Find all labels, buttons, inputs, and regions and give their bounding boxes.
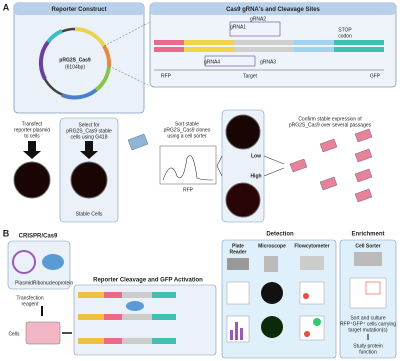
constructs xyxy=(78,292,176,344)
instrument: Plate xyxy=(232,243,244,249)
instrument: Microscope xyxy=(258,243,286,249)
sort-gate xyxy=(365,281,381,295)
grna-label: gRNA4 xyxy=(204,59,220,65)
step-text: pRG2S_Cas9 over several passages xyxy=(289,122,372,128)
instrument: Cell Sorter xyxy=(355,243,380,249)
study-text: Study protein xyxy=(353,343,383,349)
plasmid-map xyxy=(38,27,112,100)
stop-codon: STOP xyxy=(338,27,352,33)
dish xyxy=(70,161,108,199)
rfp-label: RFP xyxy=(161,73,172,79)
stop-codon: codon xyxy=(338,33,352,39)
plate xyxy=(25,321,61,345)
plasmid-label: Plasmid xyxy=(15,280,33,286)
plasmid-icon xyxy=(12,250,36,274)
step-text: using a cell sorter xyxy=(167,133,207,139)
detection-icons xyxy=(226,256,325,343)
cleavage-title: Cas9 gRNA's and Cleavage Sites xyxy=(226,7,320,13)
step-text: reporter plasmid xyxy=(14,127,50,133)
cells-label: Cells xyxy=(8,331,20,337)
plasmid-size: (6104bp) xyxy=(65,64,85,70)
step-text: Transfect xyxy=(22,121,43,127)
flask xyxy=(127,133,149,151)
rnp-icon xyxy=(42,254,64,270)
target-label: Target xyxy=(243,73,258,79)
reporter-title: Reporter Construct xyxy=(51,7,106,13)
cleavage-header xyxy=(150,3,396,15)
sort-text: Sort and culture xyxy=(350,315,386,321)
histogram-curve xyxy=(162,155,214,181)
rnp-label: Ribonucleoprotein xyxy=(33,280,74,286)
crispr-title: CRISPR/Cas9 xyxy=(19,234,58,240)
step-text: cells using G418 xyxy=(71,134,108,140)
panel-label: A xyxy=(3,2,10,12)
arrow xyxy=(80,141,98,159)
step-text: pRG2S_Cas9 stable xyxy=(66,128,112,134)
grna-label: gRNA3 xyxy=(260,59,276,65)
dish xyxy=(225,114,261,150)
step-text: pRG2S_Cas9 clones xyxy=(164,127,211,133)
step-text: Sort stable xyxy=(175,121,199,127)
step-text: to cells xyxy=(24,133,40,139)
zoom-lines xyxy=(103,21,151,87)
histogram-box xyxy=(159,145,217,185)
low-label: Low xyxy=(251,153,261,159)
instrument: Reader xyxy=(230,249,247,255)
sort-text: RFP⁺GFP⁺ cells carrying xyxy=(340,321,396,327)
transfection-label: reagent xyxy=(22,301,40,307)
panel-label: B xyxy=(3,228,10,238)
enrichment-title: Enrichment xyxy=(351,232,384,238)
detection-title: Detection xyxy=(266,232,294,238)
transfection-label: Transfection xyxy=(16,295,44,301)
high-label: High xyxy=(250,173,261,179)
grna-label: gRNA2 xyxy=(250,16,266,22)
sort-text: target mutation(s) xyxy=(348,327,388,333)
step-text: Confirm stable expression of xyxy=(298,116,362,122)
reporter-header xyxy=(14,3,144,15)
sequence-bars xyxy=(154,21,384,71)
grna-label: gRNA1 xyxy=(230,24,246,30)
arrows xyxy=(216,155,285,177)
histogram-axis: RFP xyxy=(183,187,194,193)
gfp-label: GFP xyxy=(370,73,381,79)
stable-cells: Stable Cells xyxy=(76,211,103,217)
crispr-box xyxy=(7,240,71,290)
instrument: Flowcytometer xyxy=(294,243,329,249)
step-text: Select for xyxy=(78,122,99,128)
sorter-icon xyxy=(354,252,382,266)
flasks xyxy=(289,128,373,203)
study-text: function xyxy=(359,349,377,355)
sort-plot xyxy=(349,277,387,309)
plasmid-name: pRG2S_Cas9 xyxy=(59,57,91,63)
dish xyxy=(13,161,51,199)
reporter-title: Reporter Cleavage and GFP Activation xyxy=(93,278,203,284)
arrow xyxy=(23,141,41,159)
dish xyxy=(225,182,261,218)
